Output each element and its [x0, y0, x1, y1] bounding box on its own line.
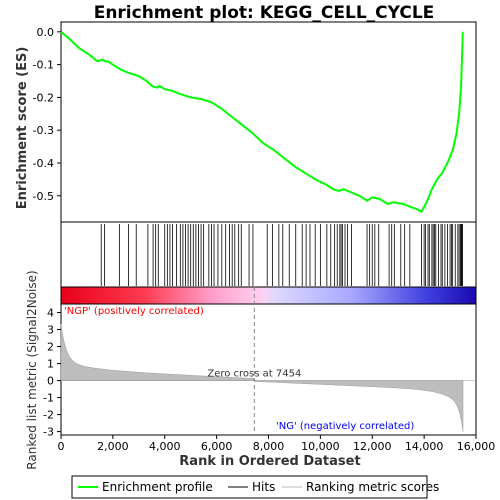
- es-tick-label: -0.5: [33, 190, 54, 203]
- legend-metric-label: Ranking metric scores: [306, 480, 439, 494]
- metric-tick-label: 0: [47, 375, 54, 388]
- legend-box: [71, 475, 428, 499]
- rank-color-bar: [60, 286, 477, 305]
- chart-title: Enrichment plot: KEGG_CELL_CYCLE: [94, 3, 435, 23]
- x-tick-label: 8,000: [253, 440, 285, 453]
- metric-tick-label: 2: [47, 341, 54, 354]
- positive-correlation-label: 'NGP' (positively correlated): [64, 306, 204, 317]
- metric-tick-label: 1: [47, 358, 54, 371]
- es-curve: [60, 31, 464, 213]
- x-tick-label: 4,000: [149, 440, 181, 453]
- es-tick-label: 0.0: [37, 26, 55, 39]
- x-tick-label: 16,000: [457, 440, 496, 453]
- legend-hits-label: Hits: [252, 480, 275, 494]
- negative-correlation-label: 'NG' (negatively correlated): [276, 421, 414, 432]
- metric-ylabel: Ranked list metric (Signal2Noise): [25, 270, 39, 469]
- zero-cross-label: Zero cross at 7454: [207, 368, 301, 379]
- metric-tick-label: -2: [43, 409, 54, 422]
- x-tick-label: 6,000: [201, 440, 233, 453]
- es-ylabel: Enrichment score (ES): [15, 47, 30, 210]
- es-tick-label: -0.2: [33, 91, 54, 104]
- legend-es-label: Enrichment profile: [102, 480, 213, 494]
- metric-tick-label: 4: [47, 307, 54, 320]
- metric-tick-label: -3: [43, 426, 54, 439]
- x-tick-label: 12,000: [353, 440, 392, 453]
- x-tick-label: 2,000: [97, 440, 129, 453]
- x-tick-label: 10,000: [301, 440, 340, 453]
- es-tick-label: -0.1: [33, 59, 54, 72]
- hits-panel: [60, 221, 477, 288]
- metric-tick-label: -1: [43, 392, 54, 405]
- es-tick-label: -0.3: [33, 124, 54, 137]
- x-tick-label: 14,000: [405, 440, 444, 453]
- metric-tick-label: 3: [47, 324, 54, 337]
- x-tick-label: 0: [58, 440, 65, 453]
- es-panel: [60, 21, 477, 223]
- x-axis-label: Rank in Ordered Dataset: [179, 454, 360, 469]
- es-tick-label: -0.4: [33, 157, 54, 170]
- ranking-metric-area: [60, 324, 464, 432]
